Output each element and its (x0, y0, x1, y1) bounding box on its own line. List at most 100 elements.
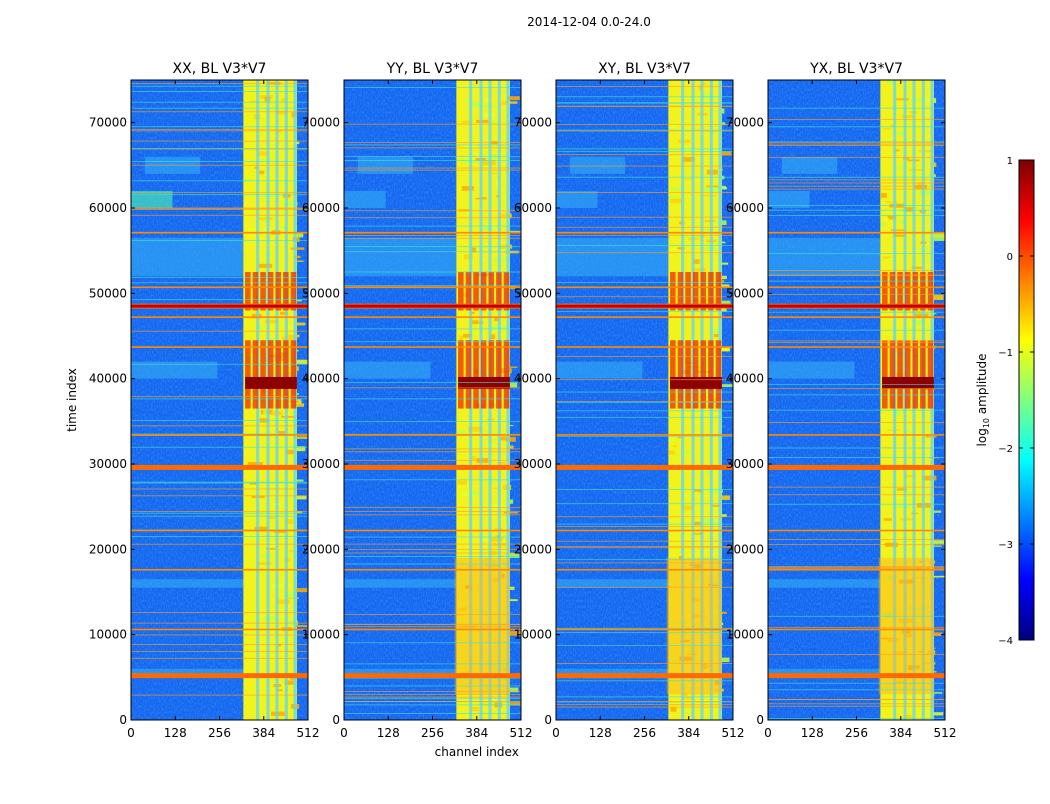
rfi-line (556, 85, 733, 87)
heatmap-patch (131, 579, 244, 588)
band-texture (706, 471, 713, 475)
rfi-line (768, 182, 945, 184)
y-tick-label: 10000 (302, 628, 340, 642)
rfi-strong-row (344, 673, 521, 679)
rfi-line (344, 328, 521, 330)
intense-cell (252, 340, 259, 409)
rfi-line (556, 130, 733, 132)
intense-cell (503, 340, 510, 409)
rfi-line (131, 568, 308, 571)
rfi-line (131, 634, 308, 636)
y-tick-label: 40000 (726, 372, 764, 386)
band-texture (491, 537, 503, 542)
rfi-line (131, 495, 308, 497)
rfi-line (131, 512, 308, 514)
rfi-line (344, 160, 521, 161)
band-texture (509, 702, 521, 706)
band-texture (266, 548, 276, 550)
panels: 0 128 256 384 512 0 10000 20000 30000 40000 50000 6… (65, 61, 956, 759)
band-texture (926, 510, 942, 513)
band-texture (250, 484, 256, 487)
band-texture (296, 588, 308, 593)
band-texture (901, 115, 915, 119)
rfi-line (556, 96, 733, 98)
intense-cell (488, 340, 495, 409)
rfi-line (556, 680, 733, 682)
rfi-strong-core (131, 304, 308, 308)
rfi-line (556, 516, 733, 518)
rfi-line (556, 586, 733, 588)
x-tick-label: 0 (340, 726, 348, 740)
rfi-line (768, 270, 945, 271)
band-texture (491, 478, 495, 484)
band-texture (468, 426, 483, 432)
rfi-line (768, 185, 945, 187)
band-texture (893, 411, 901, 417)
rfi-line (131, 180, 308, 182)
rfi-line (768, 342, 945, 344)
x-tick-label: 256 (633, 726, 656, 740)
rfi-line (556, 547, 733, 549)
rfi-line (131, 511, 308, 512)
band-texture (917, 182, 924, 186)
band-texture (672, 445, 677, 448)
x-axis-label: channel index (435, 745, 519, 759)
rfi-strong-row (556, 673, 733, 679)
x-tick-label: 128 (801, 726, 824, 740)
heatmap-image (344, 80, 521, 720)
heatmap-patch (131, 237, 244, 277)
rfi-line (131, 207, 308, 209)
rfi-line (556, 234, 733, 236)
rfi-line (131, 101, 308, 103)
band-texture (283, 709, 293, 712)
band-texture (251, 115, 255, 118)
band-texture (693, 489, 702, 492)
rfi-line (768, 567, 945, 568)
band-texture (881, 611, 895, 617)
intense-cell (882, 272, 888, 311)
band-texture (462, 100, 468, 102)
rfi-line (768, 126, 945, 128)
band-texture (470, 102, 482, 108)
rfi-line (344, 663, 521, 665)
intense-cell (708, 272, 714, 311)
band-texture (681, 692, 688, 697)
band-texture (266, 140, 279, 144)
rfi-line (556, 627, 733, 629)
rfi-line (131, 208, 308, 210)
rfi-line (131, 209, 308, 210)
rfi-line (344, 697, 521, 699)
band-texture (270, 285, 278, 287)
band-texture (477, 353, 482, 359)
x-tick-label: 512 (722, 726, 745, 740)
rfi-line (768, 388, 945, 390)
band-texture (672, 188, 682, 191)
rfi-line (768, 286, 945, 289)
band-texture (476, 610, 490, 613)
intense-core (882, 376, 934, 389)
intense-cell (670, 272, 676, 311)
band-texture (294, 403, 305, 407)
band-texture (918, 150, 933, 153)
rfi-line (556, 546, 733, 547)
band-texture (682, 505, 694, 511)
band-texture (281, 336, 295, 341)
intense-cell (245, 272, 251, 311)
band-texture (673, 630, 686, 632)
y-tick-label: 50000 (514, 286, 552, 300)
band-texture (500, 436, 508, 441)
intense-cell (496, 340, 502, 409)
rfi-line (131, 488, 308, 490)
rfi-line (768, 231, 945, 234)
rfi-line (556, 628, 733, 631)
rfi-line (344, 677, 521, 679)
rfi-line (131, 240, 308, 241)
rfi-line (768, 176, 945, 178)
colorbar-tick-label: −4 (998, 636, 1013, 647)
band-texture (263, 219, 270, 223)
band-texture (293, 510, 303, 514)
rfi-strong-row (768, 464, 945, 470)
band-texture (459, 335, 463, 341)
rfi-line (768, 434, 945, 436)
band-texture (694, 532, 704, 535)
